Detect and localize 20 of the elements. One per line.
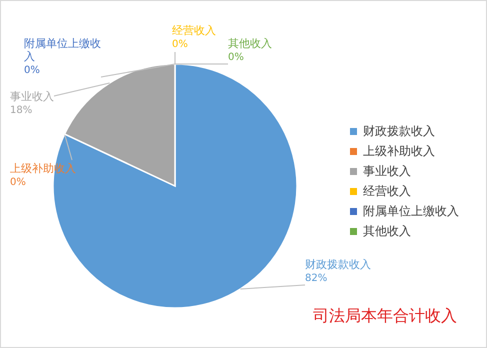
slice-label: 财政拨款收入 [305,258,371,271]
legend-label: 经营收入 [363,184,411,198]
pie-slice [52,63,298,309]
text: 0% [24,65,40,76]
legend-label: 附属单位上缴收入 [363,204,459,218]
text: 司法局本年合计收入 [313,306,457,325]
category-label: 经营收入 [172,24,216,37]
category-label: 其他收入 [228,37,272,50]
legend-label: 财政拨款收入 [363,124,435,138]
category-label: 附属单位上缴收入 [24,37,101,63]
data-label: 82% [305,273,328,284]
text: 0% [228,52,244,63]
slice-label: 事业收入 [10,90,54,103]
category-label: 上级补助收入 [10,162,76,175]
text: 0% [172,39,188,50]
data-label: 18% [10,105,32,116]
legend-label: 事业收入 [363,164,411,178]
text: 0% [10,177,26,188]
legend-label: 其他收入 [363,224,411,238]
legend-label: 上级补助收入 [363,144,435,158]
